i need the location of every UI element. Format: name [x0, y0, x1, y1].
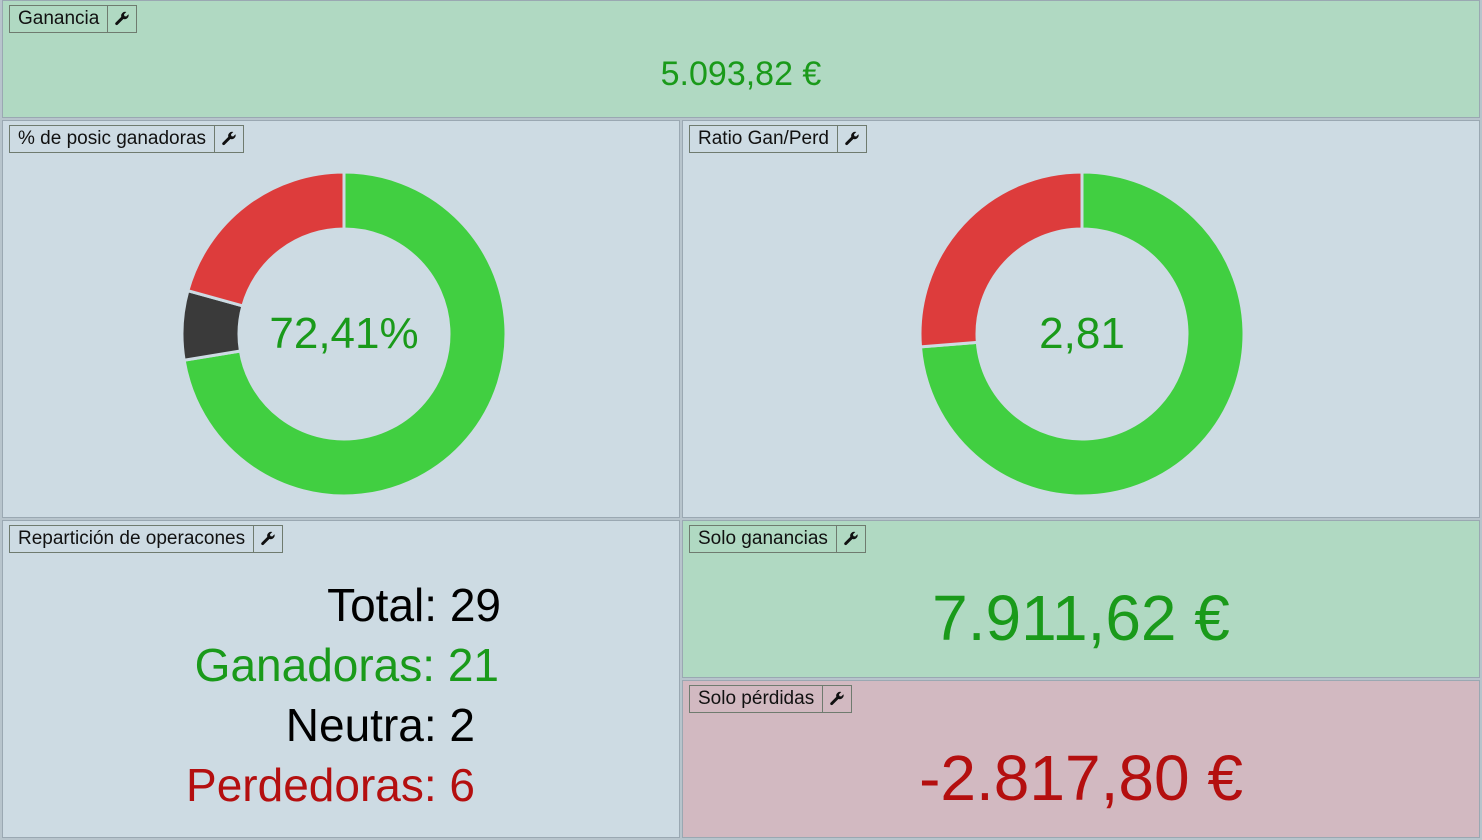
ratio-donut: 2,81: [917, 169, 1247, 499]
total-count: Total: 29: [327, 579, 501, 631]
win-pct-segment-perdedoras: [186, 170, 346, 308]
win-pct-panel: % de posic ganadoras 72,41%: [2, 120, 680, 518]
wrench-icon[interactable]: [215, 126, 243, 152]
perdedoras-count: Perdedoras: 6: [186, 759, 475, 811]
reparticion-panel: Repartición de operacones Total: 29 Gana…: [2, 520, 680, 838]
solo-ganancias-title: Solo ganancias: [690, 526, 837, 552]
ganadoras-count: Ganadoras: 21: [194, 639, 499, 691]
ganancia-title: Ganancia: [10, 6, 109, 32]
solo-ganancias-panel: Solo ganancias 7.911,62 €: [682, 520, 1480, 678]
wrench-icon[interactable]: [254, 526, 282, 552]
solo-perdidas-header: Solo pérdidas: [689, 685, 853, 713]
solo-perdidas-panel: Solo pérdidas -2.817,80 €: [682, 680, 1480, 838]
ratio-segment-ganancias: [918, 170, 1246, 498]
solo-ganancias-header: Solo ganancias: [689, 525, 866, 553]
ganancia-value: 5.093,82 €: [660, 55, 822, 93]
ratio-center-value: 2,81: [1039, 309, 1125, 358]
ratio-segment-perdidas: [918, 170, 1084, 349]
solo-ganancias-value: 7.911,62 €: [932, 582, 1230, 654]
win-pct-title: % de posic ganadoras: [10, 126, 216, 152]
wrench-icon[interactable]: [838, 126, 866, 152]
ganancia-header: Ganancia: [9, 5, 138, 33]
wrench-icon[interactable]: [108, 6, 136, 32]
win-pct-segment-ganadoras: [182, 170, 508, 498]
win-pct-center-value: 72,41%: [269, 309, 419, 358]
ganancia-panel: Ganancia 5.093,82 €: [2, 0, 1480, 118]
wrench-icon[interactable]: [837, 526, 865, 552]
ratio-title: Ratio Gan/Perd: [690, 126, 838, 152]
wrench-icon[interactable]: [823, 686, 851, 712]
win-pct-header: % de posic ganadoras: [9, 125, 245, 153]
win-pct-donut: 72,41%: [179, 169, 509, 499]
reparticion-title: Repartición de operacones: [10, 526, 255, 552]
solo-perdidas-value: -2.817,80 €: [919, 742, 1243, 814]
ratio-panel: Ratio Gan/Perd 2,81: [682, 120, 1480, 518]
reparticion-header: Repartición de operacones: [9, 525, 284, 553]
ratio-header: Ratio Gan/Perd: [689, 125, 867, 153]
solo-perdidas-title: Solo pérdidas: [690, 686, 824, 712]
neutra-count: Neutra: 2: [285, 699, 475, 751]
